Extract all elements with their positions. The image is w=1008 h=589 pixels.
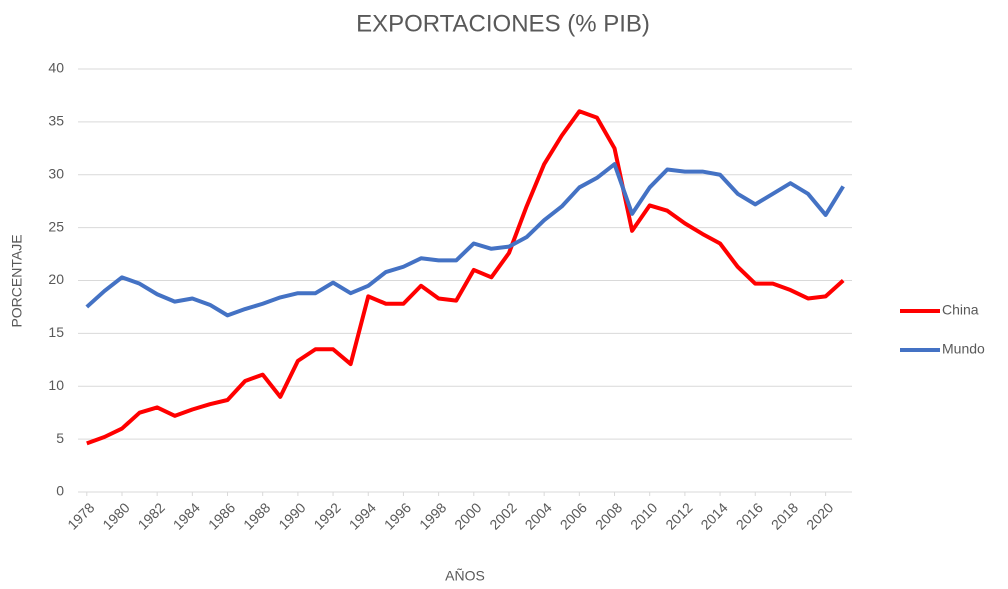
x-tick-label: 2018	[768, 499, 801, 532]
x-tick-label: 2008	[592, 499, 625, 532]
x-tick-label: 2004	[522, 499, 555, 532]
y-tick-label: 40	[48, 60, 64, 76]
x-tick-label: 1994	[346, 499, 379, 532]
x-tick-label: 1998	[416, 499, 449, 532]
y-tick-label: 10	[48, 377, 64, 393]
x-tick-label: 1992	[310, 499, 343, 532]
x-tick-label: 2020	[803, 499, 836, 532]
x-tick-label: 1996	[381, 499, 414, 532]
x-tick-label: 1988	[240, 499, 273, 532]
x-tick-label: 1980	[99, 499, 132, 532]
x-tick-label: 1978	[64, 499, 97, 532]
y-tick-label: 0	[56, 483, 64, 499]
x-tick-label: 1990	[275, 499, 308, 532]
series-line	[85, 162, 845, 318]
x-tick-label: 2016	[733, 499, 766, 532]
series-line	[86, 109, 845, 446]
x-tick-label: 1982	[135, 499, 168, 532]
y-tick-label: 15	[48, 324, 64, 340]
legend-label: Mundo	[942, 341, 985, 357]
y-tick-label: 25	[48, 218, 64, 234]
y-tick-label: 35	[48, 113, 64, 129]
y-tick-label: 5	[56, 430, 64, 446]
chart-title: EXPORTACIONES (% PIB)	[356, 10, 650, 37]
x-axis-label: AÑOS	[445, 568, 485, 584]
x-tick-label: 2000	[451, 499, 484, 532]
x-tick-label: 1984	[170, 499, 203, 532]
y-tick-label: 30	[48, 165, 64, 181]
y-axis-label: PORCENTAJE	[9, 234, 25, 327]
x-tick-label: 1986	[205, 499, 238, 532]
x-tick-label: 2014	[697, 499, 730, 532]
x-tick-label: 2010	[627, 499, 660, 532]
x-tick-label: 2006	[557, 499, 590, 532]
x-tick-label: 2002	[486, 499, 519, 532]
legend-label: China	[942, 302, 979, 318]
x-tick-label: 2012	[662, 499, 695, 532]
y-tick-label: 20	[48, 271, 64, 287]
